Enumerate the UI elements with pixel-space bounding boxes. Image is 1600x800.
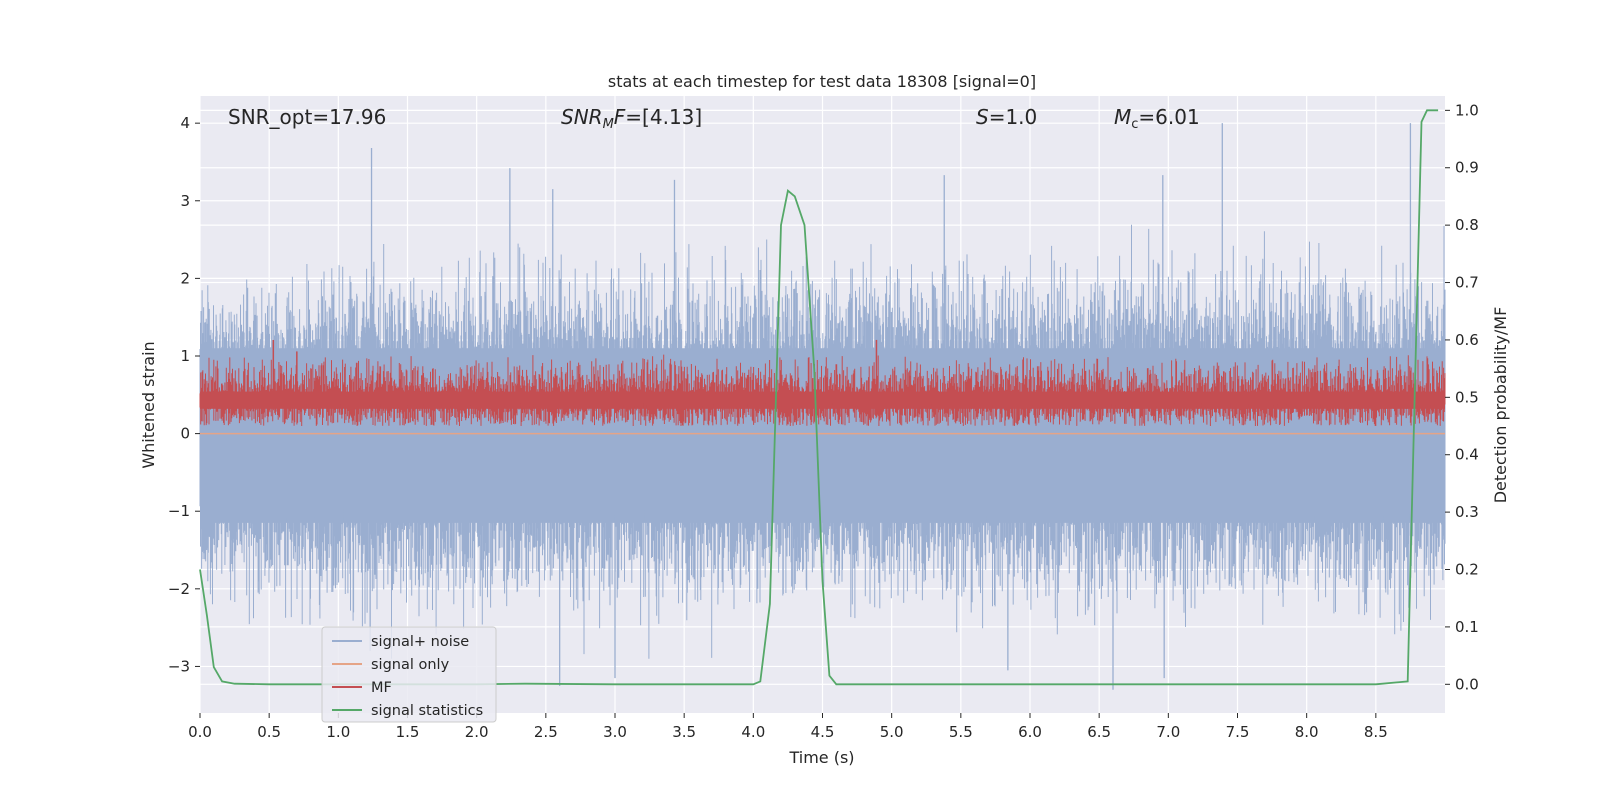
signal-statistics-line [199,109,1439,686]
y-right-axis-label: Detection probability/MF [1491,307,1510,504]
y-axis-ticks: 4 3 2 1 0 −1 −2 −3 [168,114,200,675]
annotation-s: S=1.0 [976,105,1037,129]
x-tick-label: 2.5 [534,723,558,741]
x-tick-label: 8.5 [1364,723,1388,741]
annotation-snr-opt: SNR_opt=17.96 [228,105,386,129]
legend-label-signal-statistics: signal statistics [371,703,483,719]
y-tick-label: 1 [180,347,190,365]
x-tick-label: 8.0 [1295,723,1319,741]
x-tick-label: 4.5 [811,723,835,741]
x-axis-label: Time (s) [788,748,854,767]
y-right-tick-label: 0.7 [1455,274,1479,292]
x-tick-label: 7.0 [1156,723,1180,741]
mf-trace [199,354,1446,426]
y-right-tick-label: 0.8 [1455,216,1479,234]
x-tick-label: 5.0 [880,723,904,741]
y-right-tick-label: 0.9 [1455,159,1479,177]
legend-label-signal-only: signal only [371,657,450,673]
legend-label-mf: MF [371,680,392,696]
x-tick-label: 6.0 [1018,723,1042,741]
y-right-tick-label: 0.6 [1455,331,1479,349]
legend-box [321,626,497,723]
y-tick-label: 3 [180,192,190,210]
chart-title: stats at each timestep for test data 183… [608,72,1036,91]
x-tick-label: 2.0 [465,723,489,741]
y-tick-label: −2 [168,580,190,598]
x-tick-label: 0.0 [188,723,212,741]
y-right-tick-label: 0.2 [1455,561,1479,579]
x-tick-label: 1.5 [396,723,420,741]
x-tick-label: 7.5 [1226,723,1250,741]
y-tick-label: 4 [180,114,190,132]
y-tick-label: 2 [180,269,190,287]
y-right-axis-ticks: 1.0 0.9 0.8 0.7 0.6 0.5 0.4 0.3 0.2 0.1 0.0 [1445,101,1479,693]
x-axis-ticks: 0.0 0.5 1.0 1.5 2.0 2.5 3.0 3.5 4.0 4.5 5.0 5.5 6.0 6… [188,713,1388,741]
series-mf [199,339,1446,426]
y-right-tick-label: 1.0 [1455,101,1479,119]
y-right-tick-label: 0.4 [1455,446,1479,464]
x-tick-label: 0.5 [257,723,281,741]
annotation-snr-mf: SNRMF=[4.13] [561,105,702,132]
x-tick-label: 5.5 [949,723,973,741]
y-tick-label: −1 [168,502,190,520]
y-right-tick-label: 0.1 [1455,618,1479,636]
y-right-tick-label: 0.3 [1455,503,1479,521]
x-tick-label: 3.0 [603,723,627,741]
series-signal-statistics [199,109,1439,686]
legend-label-signal-noise: signal+ noise [371,634,469,650]
y-right-tick-label: 0.5 [1455,388,1479,406]
x-tick-label: 4.0 [741,723,765,741]
legend: signal+ noise signal only MF signal stat… [321,626,497,723]
y-axis-label: Whitened strain [139,341,158,468]
x-tick-label: 1.0 [326,723,350,741]
y-tick-label: 0 [180,425,190,443]
y-right-tick-label: 0.0 [1455,675,1479,693]
x-tick-label: 3.5 [672,723,696,741]
annotation-mc: Mc=6.01 [1114,105,1200,132]
x-tick-label: 6.5 [1087,723,1111,741]
y-tick-label: −3 [168,657,190,675]
